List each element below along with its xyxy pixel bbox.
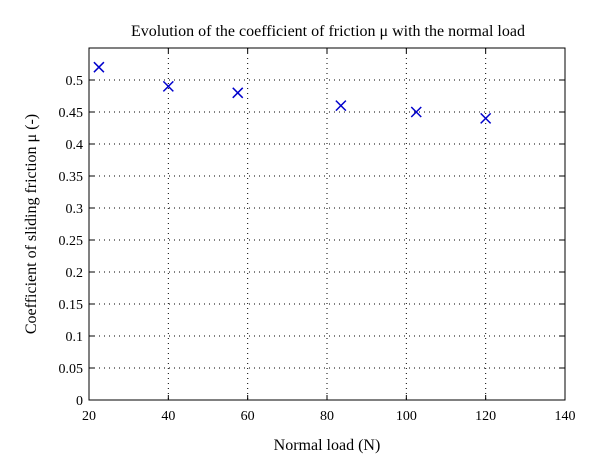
x-tick-label: 120	[475, 409, 496, 424]
y-tick-label: 0.15	[59, 298, 84, 313]
y-tick-labels: 0 0.05 0.1 0.15 0.2 0.25 0.3 0.35 0.4 0.45 0.5	[59, 74, 84, 409]
data-point-marker	[93, 61, 105, 73]
x-tick-label: 80	[320, 409, 334, 424]
y-tick-label: 0.5	[66, 74, 84, 89]
y-tick-label: 0.05	[59, 362, 84, 377]
y-tick-label: 0	[76, 394, 83, 409]
chart-title: Evolution of the coefficient of friction…	[131, 23, 525, 40]
data-point-marker	[410, 106, 422, 118]
data-point-marker	[480, 112, 492, 124]
y-tick-label: 0.35	[59, 170, 84, 185]
data-point-marker	[232, 87, 244, 99]
y-tick-label: 0.25	[59, 234, 84, 249]
x-tick-labels: 20 40 60 80 100 120 140	[82, 409, 576, 424]
grid-lines	[89, 48, 565, 400]
y-axis-label: Coefficient of sliding friction μ (-)	[23, 114, 40, 334]
data-point-marker	[335, 100, 347, 112]
x-tick-label: 60	[241, 409, 255, 424]
y-tick-label: 0.4	[66, 138, 84, 153]
y-tick-label: 0.2	[66, 266, 84, 281]
x-tick-label: 100	[396, 409, 417, 424]
x-tick-label: 20	[82, 409, 96, 424]
y-tick-label: 0.1	[66, 330, 84, 345]
x-tick-label: 40	[161, 409, 175, 424]
data-points	[93, 61, 492, 124]
x-axis-label: Normal load (N)	[274, 437, 381, 454]
y-tick-label: 0.3	[66, 202, 84, 217]
axis-ticks	[88, 48, 566, 401]
data-point-marker	[162, 80, 174, 92]
y-tick-label: 0.45	[59, 106, 84, 121]
x-tick-label: 140	[555, 409, 576, 424]
